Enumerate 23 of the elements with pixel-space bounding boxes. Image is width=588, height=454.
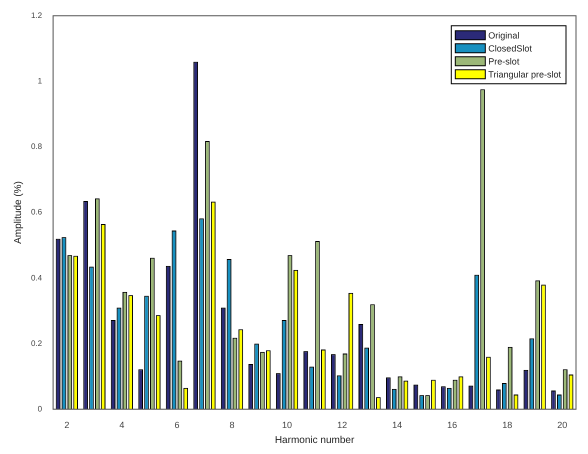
x-tick-label: 10: [282, 420, 292, 430]
y-tick-label: 0.2: [30, 338, 43, 348]
y-tick-label: 0.4: [30, 273, 43, 282]
x-tick-label: 4: [119, 420, 124, 430]
legend-label: Original: [488, 30, 520, 40]
x-tick-label: 18: [502, 420, 512, 430]
y-axis-title: Amplitude (%): [12, 181, 24, 244]
x-tick-label: 2: [64, 420, 70, 430]
x-tick-label: 16: [447, 420, 458, 430]
legend-label: ClosedSlot: [488, 43, 532, 54]
x-tick-label: 8: [229, 420, 235, 430]
legend-label: Triangular pre-slot: [488, 69, 562, 80]
x-tick-label: 20: [557, 420, 568, 430]
x-tick-label: 12: [337, 420, 348, 430]
legend-label: Pre-slot: [488, 56, 520, 66]
x-tick-label: 6: [174, 420, 180, 430]
x-axis-title: Harmonic number: [274, 434, 355, 446]
y-tick-label: 1: [38, 76, 43, 86]
y-tick-label: 0.8: [30, 142, 43, 152]
x-tick-label: 14: [392, 420, 402, 430]
y-tick-label: 0: [38, 404, 43, 414]
y-tick-label: 0.6: [30, 208, 43, 217]
y-tick-label: 1.2: [30, 11, 43, 20]
